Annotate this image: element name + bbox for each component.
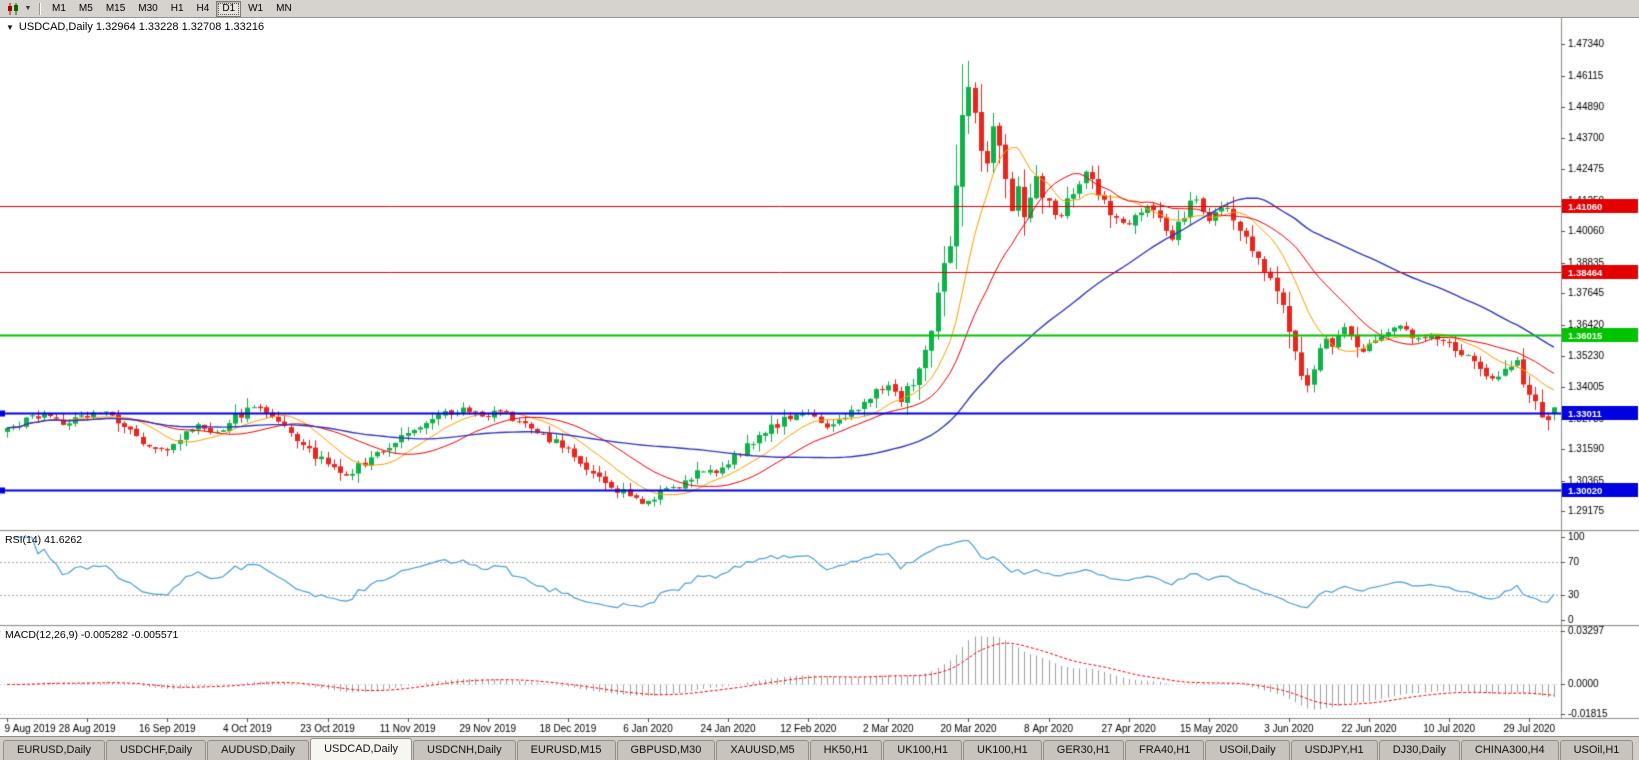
timeframe-button-m30[interactable]: M30	[138, 2, 158, 14]
timeframe-button-m1[interactable]: M1	[52, 2, 66, 14]
chart-tab-usoil-h1[interactable]: USOil,H1	[1559, 740, 1634, 760]
chart-tab-eurusd-daily[interactable]: EURUSD,Daily	[3, 740, 105, 760]
timeframe-button-h4[interactable]: H4	[196, 2, 210, 14]
chart-window: ▼ USDCAD,Daily 1.32964 1.33228 1.32708 1…	[0, 18, 1639, 736]
candlestick-glyph	[7, 2, 18, 15]
timeframe-button-mn[interactable]: MN	[276, 2, 292, 14]
top-toolbar: ▼ M1 M5 M15 M30 H1 H4 D1 W1 MN	[0, 0, 1639, 18]
chart-tab-audusd-daily[interactable]: AUDUSD,Daily	[207, 740, 310, 760]
chart-tab-xauusd-m5[interactable]: XAUUSD,M5	[716, 740, 809, 760]
chart-tab-usdcnh-daily[interactable]: USDCNH,Daily	[413, 740, 516, 760]
chart-type-icon[interactable]	[4, 1, 22, 16]
timeframe-button-m15[interactable]: M15	[105, 2, 126, 14]
chart-tab-usdchf-daily[interactable]: USDCHF,Daily	[105, 740, 207, 760]
chart-tab-usdcad-daily[interactable]: USDCAD,Daily	[310, 738, 413, 760]
timeframe-button-m5[interactable]: M5	[78, 2, 93, 14]
timeframe-button-d1[interactable]: D1	[216, 0, 242, 17]
chart-type-dropdown-icon[interactable]: ▼	[24, 5, 32, 12]
timeframe-button-h1[interactable]: H1	[170, 2, 184, 14]
chart-tab-uk100-h1[interactable]: UK100,H1	[963, 740, 1042, 760]
chart-tab-bar: EURUSD,Daily USDCHF,Daily AUDUSD,Daily USDC…	[0, 736, 1639, 760]
chart-tab-uk100-h1[interactable]: UK100,H1	[883, 740, 963, 760]
chart-tab-usdjpy-h1[interactable]: USDJPY,H1	[1290, 740, 1378, 760]
chart-tab-gbpusd-m30[interactable]: GBPUSD,M30	[616, 740, 716, 760]
chart-tab-usoil-daily[interactable]: USOil,Daily	[1205, 740, 1290, 760]
chart-tab-hk50-h1[interactable]: HK50,H1	[809, 740, 883, 760]
chart-tab-china300-h4[interactable]: CHINA300,H4	[1460, 740, 1559, 760]
price-chart-canvas[interactable]	[0, 18, 1639, 736]
chart-tab-fra40-h1[interactable]: FRA40,H1	[1124, 740, 1205, 760]
timeframe-button-w1[interactable]: W1	[248, 2, 264, 14]
timeframe-toolbar: M1 M5 M15 M30 H1 H4 D1 W1 MN	[46, 0, 298, 17]
chart-tab-eurusd-m15[interactable]: EURUSD,M15	[516, 740, 616, 760]
chart-tab-ger30-h1[interactable]: GER30,H1	[1042, 740, 1124, 760]
toolbar-separator	[39, 2, 40, 15]
chart-tab-dj30-daily[interactable]: DJ30,Daily	[1378, 740, 1460, 760]
